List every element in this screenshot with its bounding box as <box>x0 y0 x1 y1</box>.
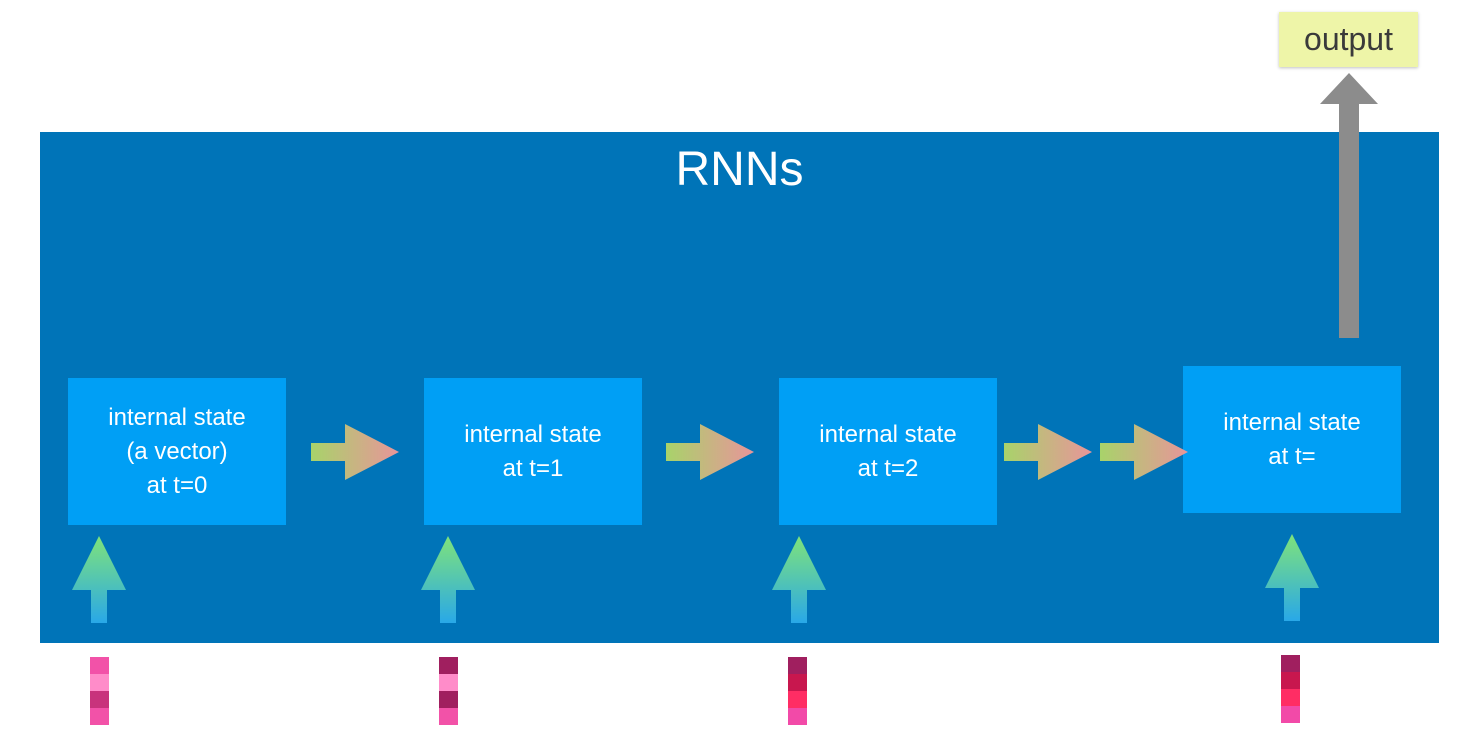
input-arrow-1 <box>72 536 126 623</box>
vector-cell <box>788 657 807 674</box>
output-label: output <box>1279 12 1418 67</box>
recurrence-arrow-1 <box>311 424 399 480</box>
vector-cell <box>439 657 458 674</box>
recurrence-arrow-4 <box>1100 424 1188 480</box>
vector-cell <box>1281 689 1300 706</box>
vector-cell <box>1281 672 1300 689</box>
input-arrow-4 <box>1265 534 1319 621</box>
vector-cell <box>788 674 807 691</box>
vector-cell <box>439 691 458 708</box>
vector-cell <box>90 674 109 691</box>
vector-cell <box>788 708 807 725</box>
vector-cell <box>90 708 109 725</box>
recurrence-arrow-2 <box>666 424 754 480</box>
state-box-t1: internal state at t=1 <box>424 378 642 525</box>
diagram-title: RNNs <box>675 143 804 196</box>
input-vector-2 <box>439 657 458 725</box>
vector-cell <box>439 708 458 725</box>
recurrence-arrow-3 <box>1004 424 1092 480</box>
state-box-t0: internal state (a vector) at t=0 <box>68 378 286 525</box>
input-vector-1 <box>90 657 109 725</box>
input-vector-3 <box>788 657 807 725</box>
input-arrow-2 <box>421 536 475 623</box>
state-box-tn: internal state at t= <box>1183 366 1401 513</box>
input-arrow-3 <box>772 536 826 623</box>
input-vector-4 <box>1281 655 1300 723</box>
vector-cell <box>1281 655 1300 672</box>
vector-cell <box>439 674 458 691</box>
vector-cell <box>788 691 807 708</box>
output-arrow <box>1320 73 1378 338</box>
vector-cell <box>90 657 109 674</box>
state-box-t2: internal state at t=2 <box>779 378 997 525</box>
vector-cell <box>1281 706 1300 723</box>
vector-cell <box>90 691 109 708</box>
